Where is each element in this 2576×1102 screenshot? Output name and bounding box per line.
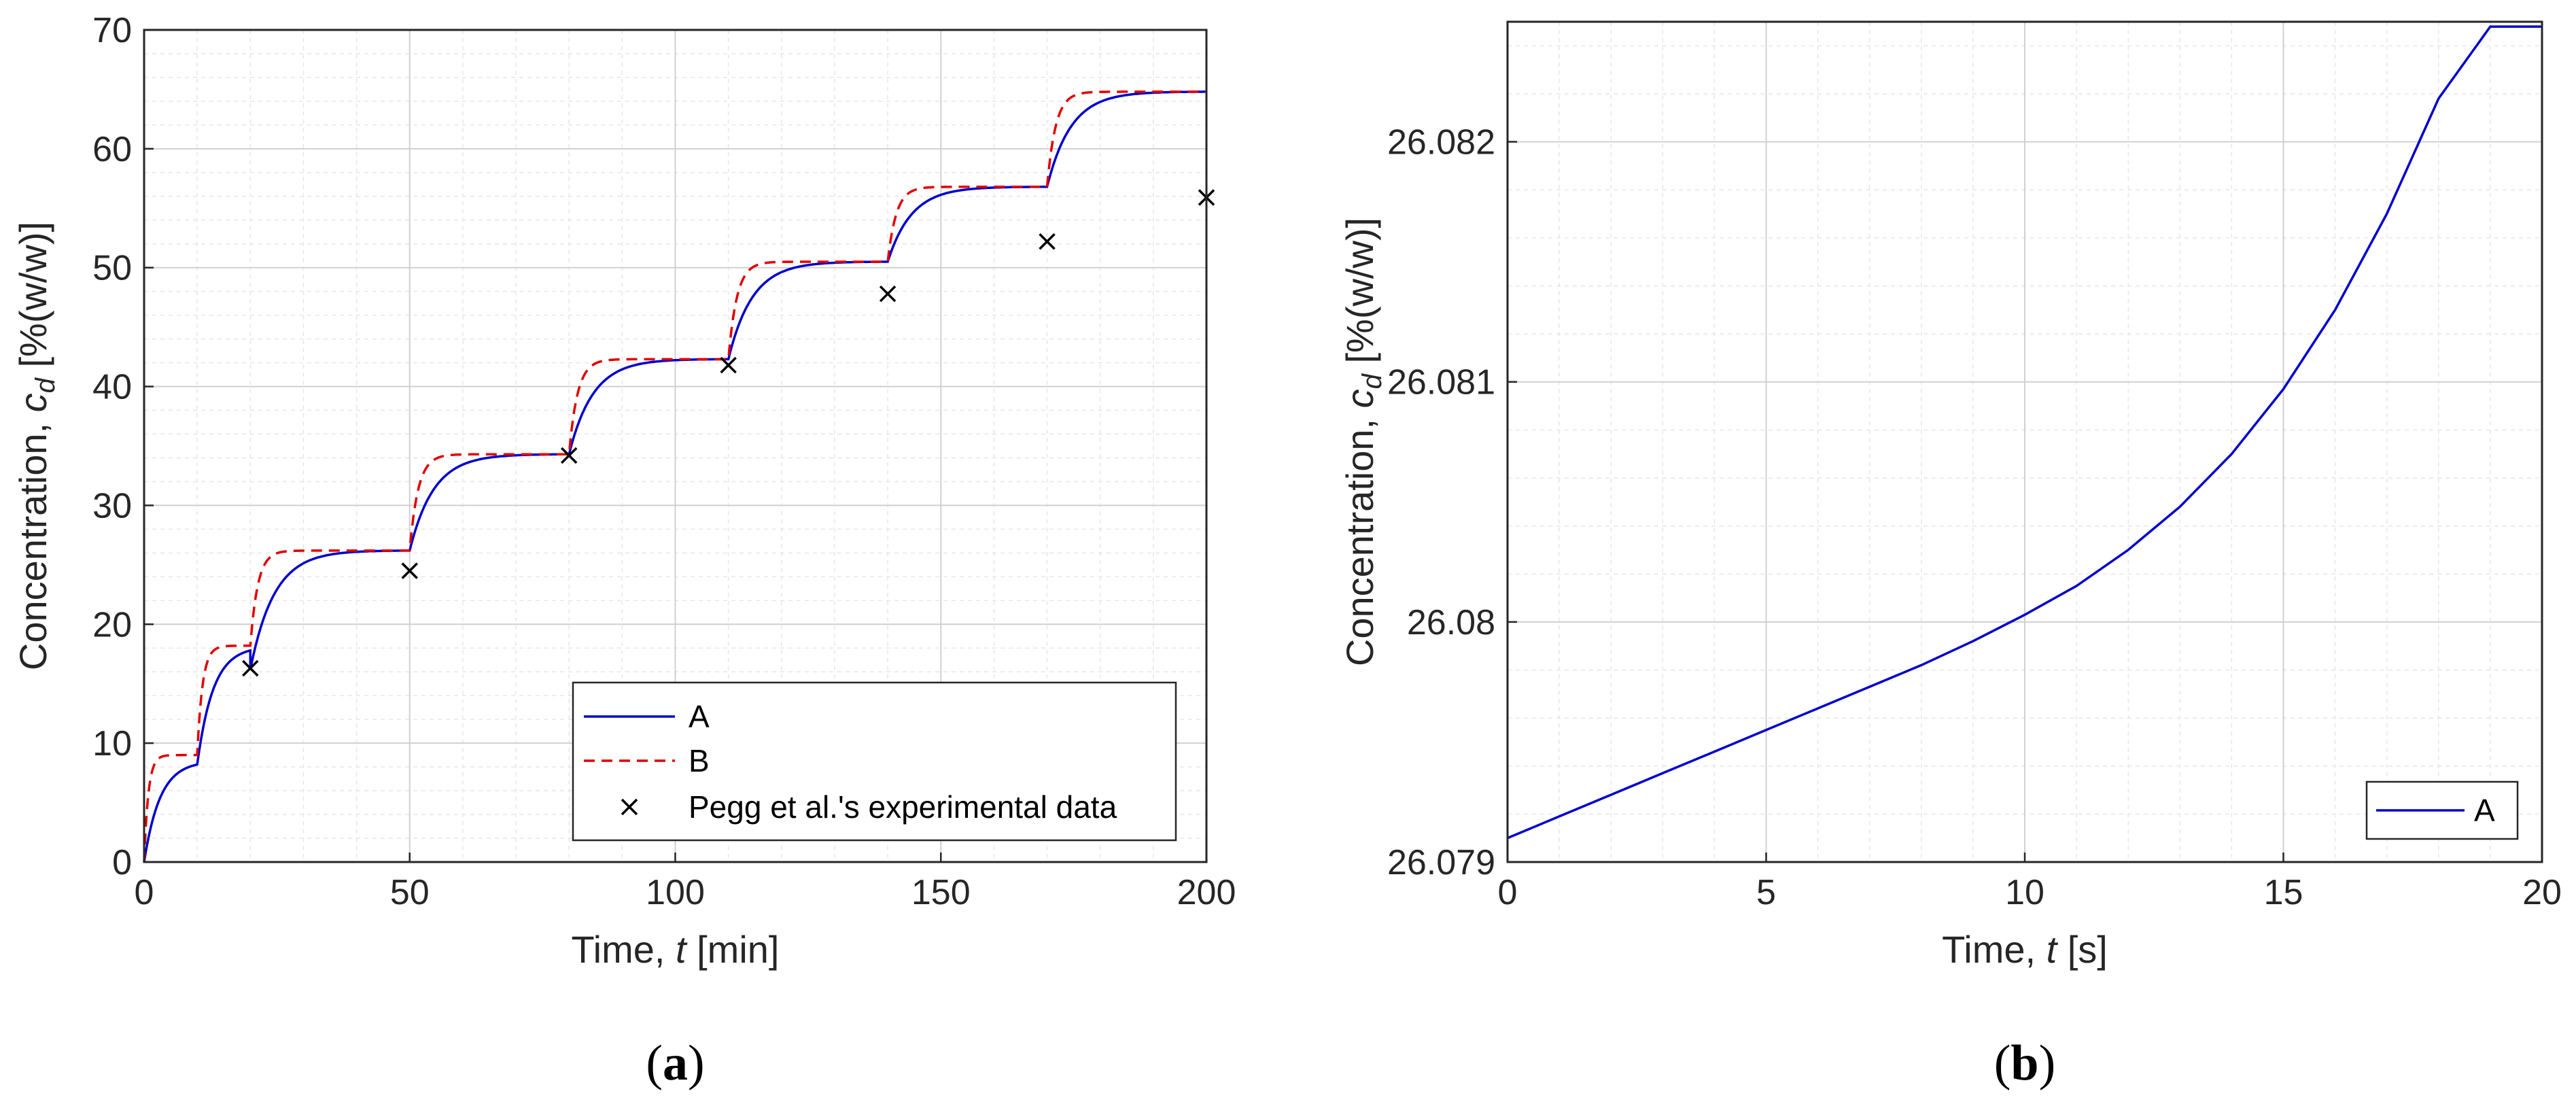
- x-tick-label: 100: [646, 873, 705, 912]
- legend-swatch-experimental: [621, 798, 638, 816]
- y-tick-label: 60: [92, 130, 132, 169]
- x-tick-label: 200: [1177, 873, 1236, 912]
- panel-a-ticks: 0 50 100 150 200 0 10 20 30 40 50 60 70: [92, 11, 1236, 912]
- panel-b-legend: A: [2365, 780, 2519, 840]
- panel-a-chart: 0 50 100 150 200 0 10 20 30 40 50 60 70 Time, t [min…: [12, 11, 1236, 1091]
- panel-b-x-axis-label: Time, t [s]: [1942, 928, 2108, 971]
- x-tick-label: 50: [390, 873, 430, 912]
- x-tick-label: 15: [2264, 873, 2303, 912]
- experimental-data-point: [401, 562, 418, 579]
- y-tick-label: 26.081: [1387, 363, 1495, 402]
- series-b-line: [143, 90, 1206, 863]
- x-tick-label: 0: [135, 873, 154, 912]
- experimental-data-point: [720, 356, 737, 374]
- y-tick-label: 30: [92, 486, 132, 526]
- legend-label-a: A: [2474, 793, 2495, 828]
- x-tick-label: 0: [1498, 873, 1518, 912]
- y-tick-label: 50: [92, 249, 132, 288]
- x-tick-label: 150: [911, 873, 971, 912]
- y-tick-label: 40: [92, 368, 132, 407]
- x-tick-label: 10: [2005, 873, 2044, 912]
- panel-a-caption: (a): [646, 1035, 704, 1091]
- y-tick-label: 26.079: [1387, 843, 1495, 882]
- panel-a-x-axis-label: Time, t [min]: [572, 928, 780, 971]
- panel-b-series: [1507, 25, 2542, 840]
- panel-b-chart: 0 5 10 15 20 26.079 26.08 26.081 26.082 Time, t …: [1338, 20, 2562, 1091]
- panel-a-y-axis-label: Concentration, cd [%(w/w)]: [12, 222, 60, 670]
- y-tick-label: 26.082: [1387, 123, 1495, 162]
- panel-b-caption: (b): [1994, 1035, 2055, 1091]
- legend-label-experimental: Pegg et al.'s experimental data: [689, 789, 1117, 825]
- experimental-data-point: [242, 659, 259, 677]
- y-tick-label: 10: [92, 724, 132, 763]
- y-tick-label: 70: [92, 11, 132, 50]
- legend-label-a: A: [689, 699, 710, 734]
- panel-b-y-axis-label: Concentration, cd [%(w/w)]: [1338, 218, 1387, 666]
- experimental-data-point: [560, 447, 578, 464]
- series-a-line: [1507, 25, 2542, 840]
- y-tick-label: 0: [112, 843, 132, 882]
- y-tick-label: 20: [92, 605, 132, 644]
- legend-label-b: B: [689, 743, 710, 778]
- panel-a-series: [143, 90, 1215, 863]
- x-tick-label: 20: [2522, 873, 2562, 912]
- panel-a-legend: A B Pegg et al.'s experimental data: [572, 681, 1177, 842]
- x-tick-label: 5: [1756, 873, 1776, 912]
- experimental-data-point: [879, 285, 897, 303]
- experimental-data-point: [1039, 233, 1056, 250]
- y-tick-label: 26.08: [1407, 603, 1495, 642]
- panel-b-ticks: 0 5 10 15 20 26.079 26.08 26.081 26.082: [1387, 123, 2562, 912]
